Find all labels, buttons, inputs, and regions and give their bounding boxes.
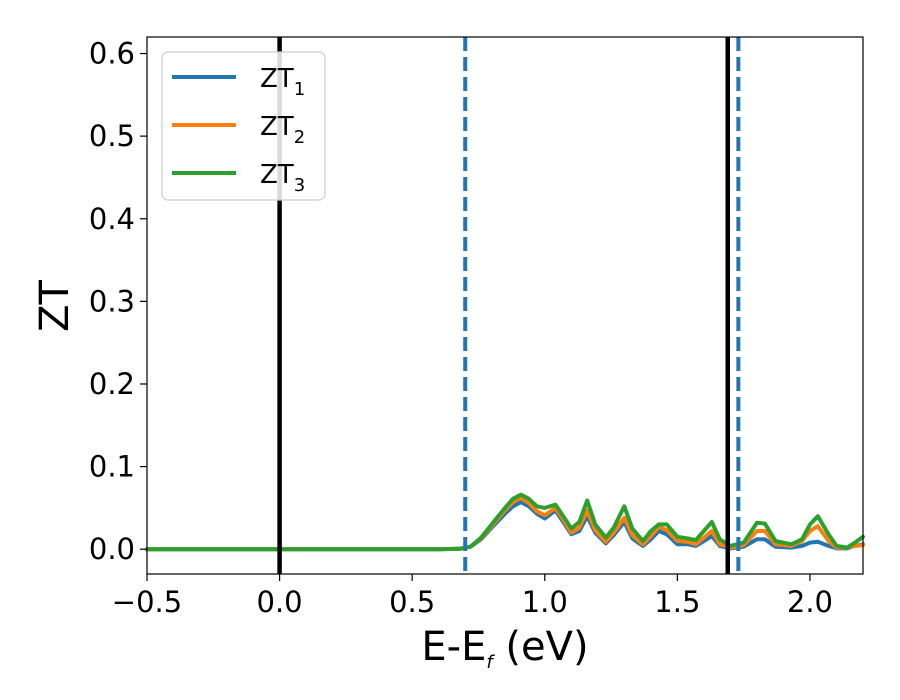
y-tick-label: 0.6 xyxy=(89,37,135,71)
y-tick-label: 0.1 xyxy=(89,450,135,484)
x-tick-label: −0.5 xyxy=(112,585,182,619)
y-axis-label: ZT xyxy=(32,280,78,332)
legend: ZT1 ZT2 ZT3 xyxy=(161,51,326,201)
y-tick-label: 0.3 xyxy=(89,284,135,318)
legend-label-2: ZT2 xyxy=(260,112,305,148)
series-line-3 xyxy=(145,492,865,552)
y-tick-label: 0.0 xyxy=(89,532,135,566)
x-tick-label: 0.0 xyxy=(257,585,303,619)
series-lines-layer xyxy=(145,492,865,552)
x-tick-label: 1.0 xyxy=(522,585,568,619)
plot-frame xyxy=(146,36,864,575)
y-tick-label: 0.4 xyxy=(89,202,135,236)
x-tick-label: 1.5 xyxy=(654,585,700,619)
y-tick-label: 0.2 xyxy=(89,367,135,401)
legend-label-1: ZT1 xyxy=(260,64,305,100)
reference-lines-layer xyxy=(277,37,741,574)
x-axis-label: E-Ef (eV) xyxy=(421,624,588,673)
legend-label-3: ZT3 xyxy=(260,160,305,196)
x-axis-ticks: −0.5 0.0 0.5 1.0 1.5 2.0 xyxy=(112,574,833,619)
y-axis-ticks: 0.0 0.1 0.2 0.3 0.4 0.5 0.6 xyxy=(89,37,147,566)
x-tick-label: 2.0 xyxy=(787,585,833,619)
y-tick-label: 0.5 xyxy=(89,119,135,153)
x-tick-label: 0.5 xyxy=(389,585,435,619)
legend-box xyxy=(161,51,326,201)
